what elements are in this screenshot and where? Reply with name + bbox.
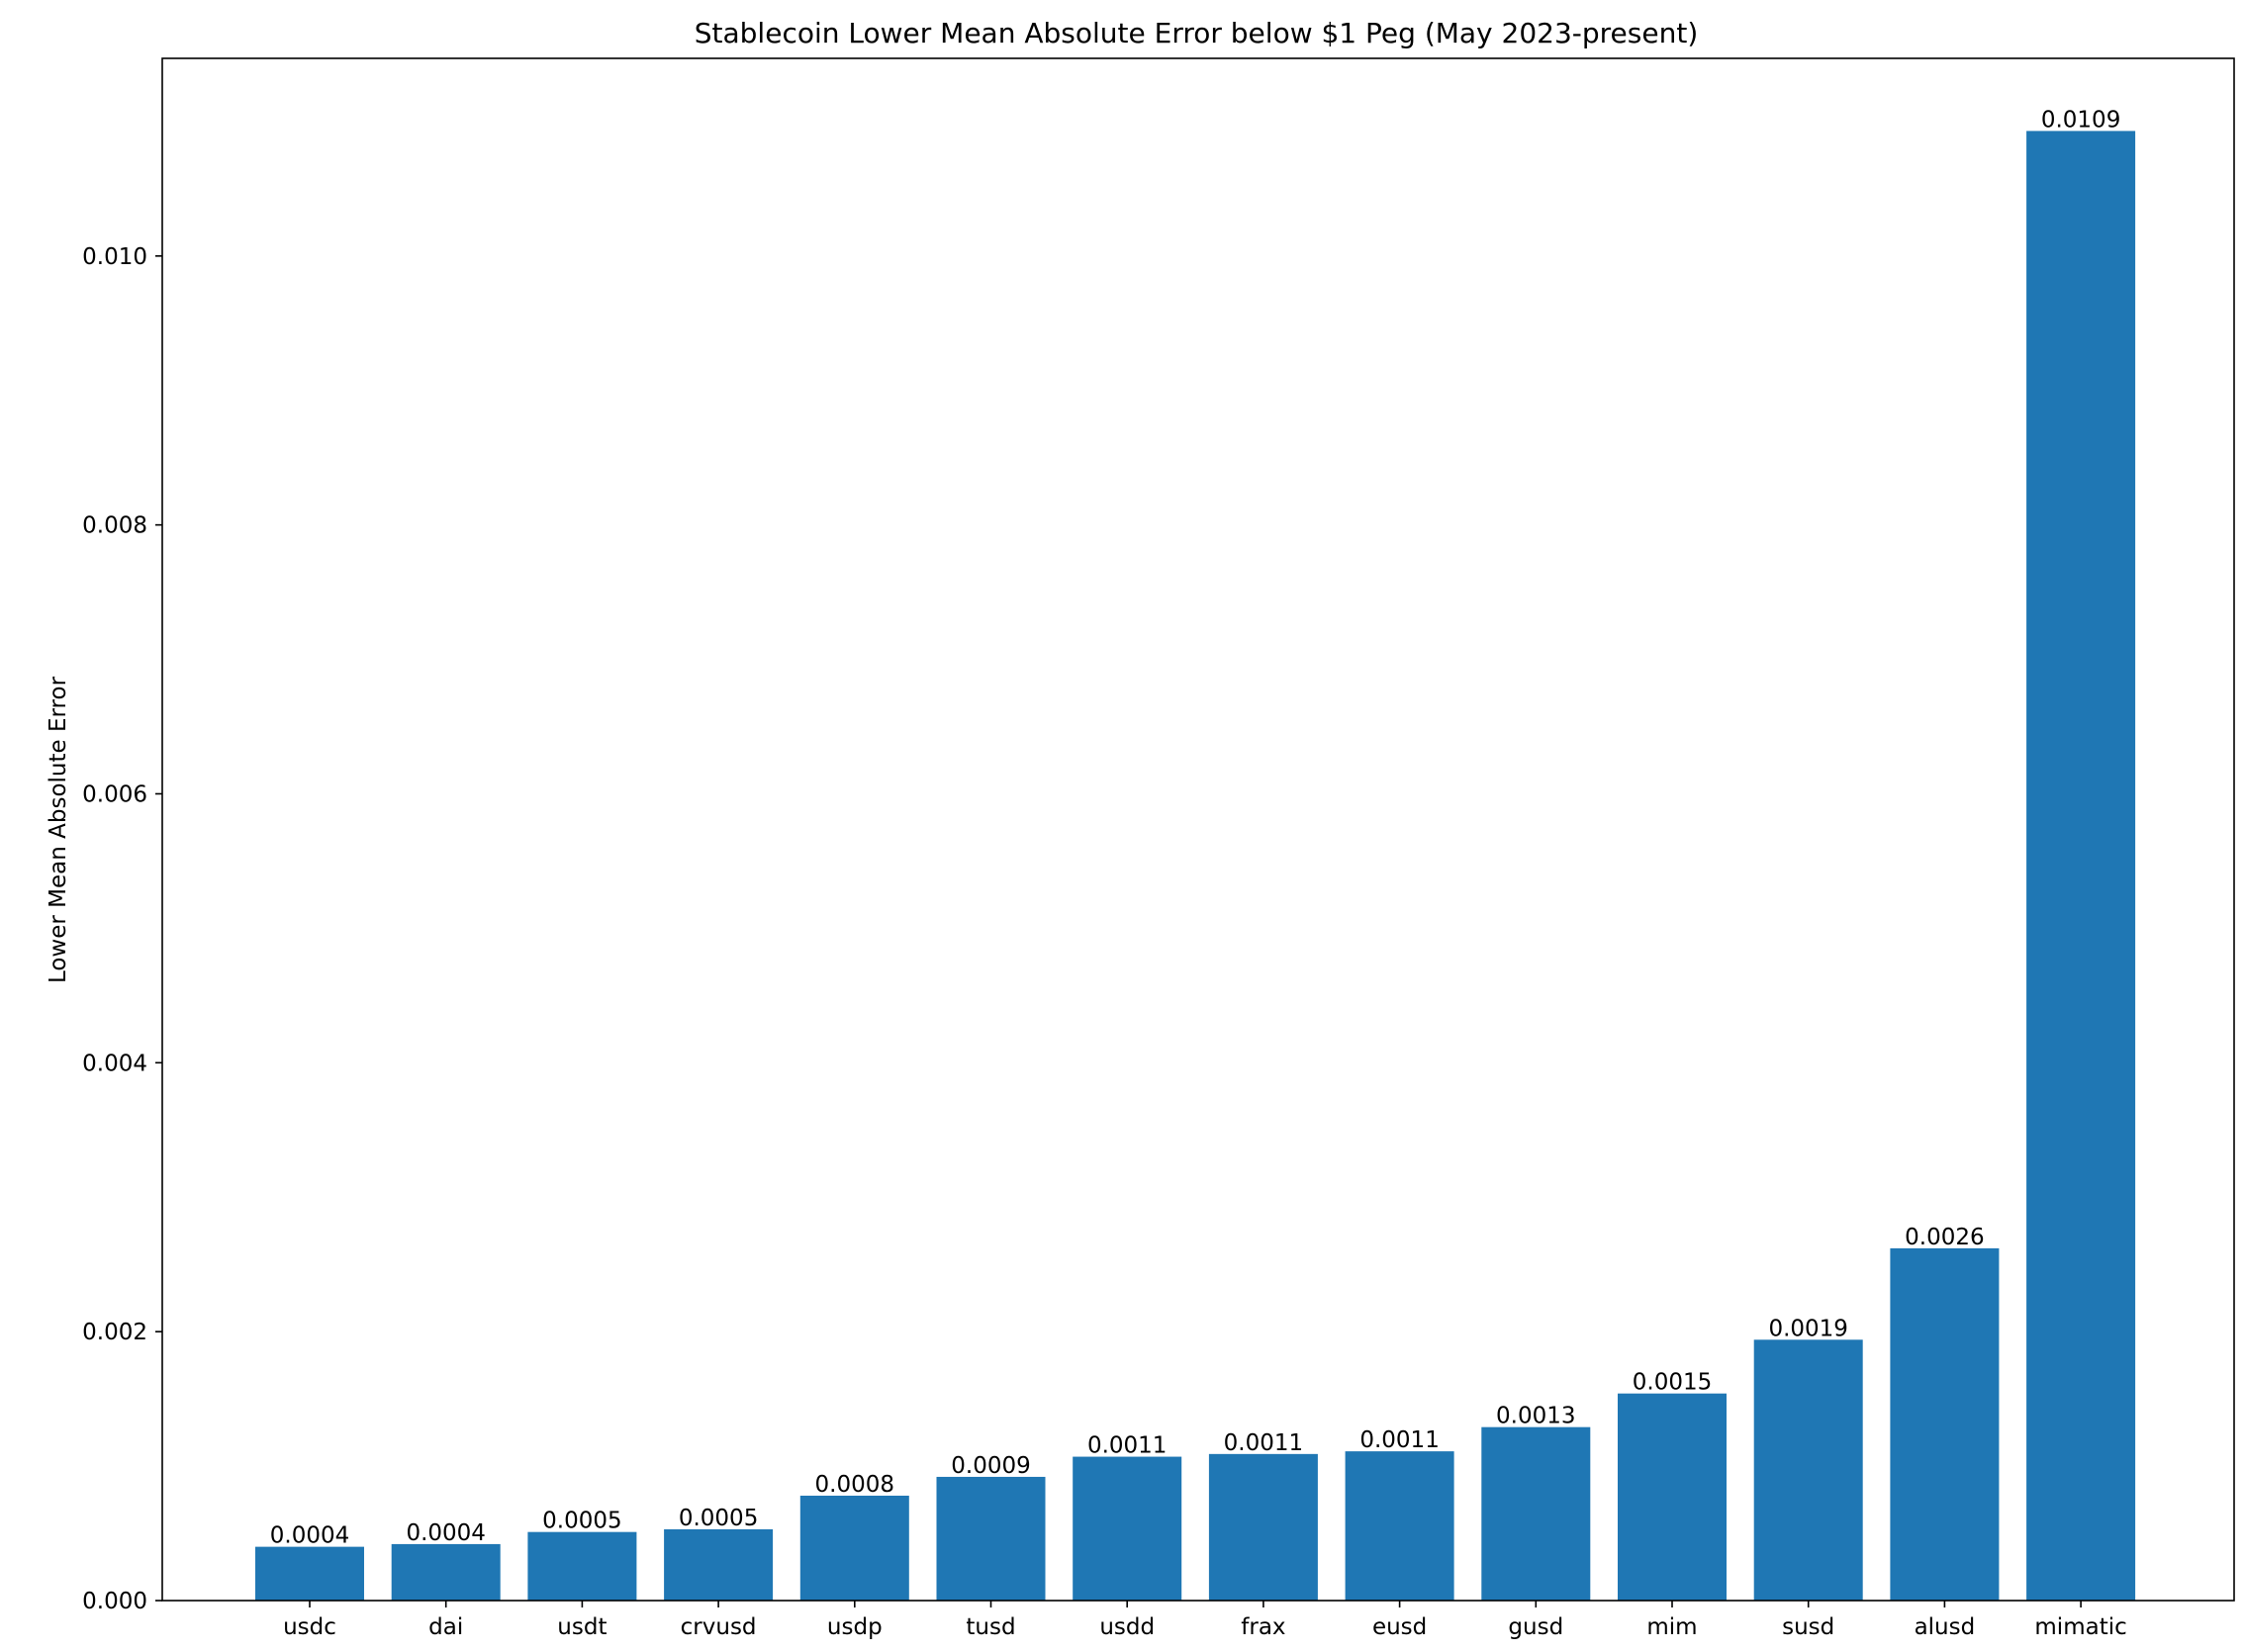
x-tick-label-gusd: gusd — [1508, 1614, 1563, 1640]
bar-usdp — [799, 1495, 909, 1601]
x-tick-label-tusd: tusd — [966, 1614, 1015, 1640]
data-label-crvusd: 0.0005 — [679, 1506, 758, 1531]
x-axis-ticks: usdc dai usdt crvusd usdp tusd usdd frax eusd gus… — [283, 1601, 2127, 1640]
bar-alusd — [1890, 1247, 2000, 1601]
data-label-usdc: 0.0004 — [270, 1523, 349, 1549]
x-tick-label-crvusd: crvusd — [681, 1614, 757, 1640]
y-tick-label: 0.004 — [82, 1051, 147, 1076]
x-tick-label-frax: frax — [1241, 1614, 1285, 1640]
plot-area-frame — [161, 57, 2235, 1602]
y-tick-label: 0.008 — [82, 513, 147, 539]
bar-usdd — [1073, 1456, 1182, 1601]
data-label-frax: 0.0011 — [1224, 1430, 1303, 1456]
bar-usdt — [527, 1531, 637, 1601]
bar-gusd — [1481, 1426, 1591, 1601]
x-tick-label-mimatic: mimatic — [2034, 1614, 2126, 1640]
data-labels-group: 0.0004 0.0004 0.0005 0.0005 0.0008 0.0009 0.00… — [270, 107, 2121, 1548]
bar-mimatic — [2026, 131, 2136, 1601]
bar-mim — [1618, 1393, 1727, 1601]
x-tick-label-usdd: usdd — [1099, 1614, 1155, 1640]
data-label-usdp: 0.0008 — [815, 1472, 894, 1498]
x-tick-label-susd: susd — [1782, 1614, 1834, 1640]
data-label-mimatic: 0.0109 — [2041, 107, 2120, 133]
data-label-usdt: 0.0005 — [542, 1509, 621, 1534]
bar-tusd — [936, 1476, 1046, 1601]
bar-susd — [1753, 1339, 1863, 1601]
data-label-gusd: 0.0013 — [1496, 1404, 1575, 1429]
bar-crvusd — [664, 1528, 774, 1601]
y-axis-label: Lower Mean Absolute Error — [46, 676, 71, 983]
x-tick-label-usdc: usdc — [283, 1614, 336, 1640]
y-tick-label: 0.000 — [82, 1589, 147, 1614]
data-label-susd: 0.0019 — [1768, 1316, 1847, 1341]
x-tick-label-eusd: eusd — [1372, 1614, 1427, 1640]
data-label-usdd: 0.0011 — [1087, 1433, 1167, 1459]
data-label-mim: 0.0015 — [1633, 1370, 1712, 1396]
data-label-alusd: 0.0026 — [1905, 1225, 1984, 1250]
bar-dai — [391, 1543, 501, 1601]
y-tick-label: 0.002 — [82, 1320, 147, 1345]
y-axis-ticks: 0.000 0.002 0.004 0.006 0.008 0.010 — [82, 244, 162, 1614]
bar-frax — [1208, 1453, 1318, 1601]
data-label-eusd: 0.0011 — [1359, 1427, 1439, 1453]
x-tick-label-dai: dai — [428, 1614, 463, 1640]
bar-eusd — [1345, 1451, 1454, 1601]
y-tick-label: 0.006 — [82, 781, 147, 807]
x-tick-label-usdp: usdp — [827, 1614, 883, 1640]
x-tick-label-usdt: usdt — [557, 1614, 607, 1640]
y-tick-label: 0.010 — [82, 244, 147, 270]
bars-group — [255, 131, 2136, 1601]
bar-usdc — [255, 1546, 364, 1601]
chart-title: Stablecoin Lower Mean Absolute Error bel… — [695, 17, 1699, 49]
x-tick-label-alusd: alusd — [1915, 1614, 1976, 1640]
x-tick-label-mim: mim — [1646, 1614, 1697, 1640]
data-label-tusd: 0.0009 — [951, 1453, 1030, 1479]
data-label-dai: 0.0004 — [406, 1520, 485, 1546]
